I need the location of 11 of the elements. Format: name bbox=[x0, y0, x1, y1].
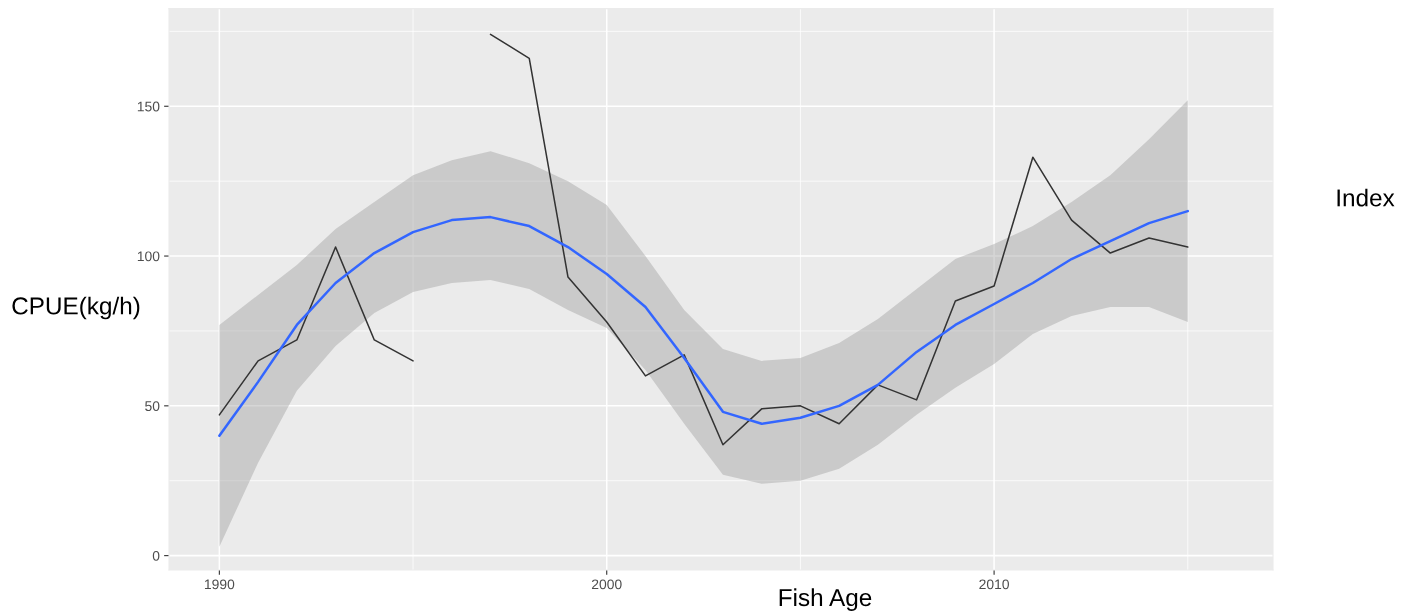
y-tick-label: 0 bbox=[152, 550, 160, 561]
x-tick-label: 1990 bbox=[204, 579, 235, 590]
y-tick-label: 100 bbox=[137, 251, 160, 262]
y-tick-label: 50 bbox=[145, 401, 160, 411]
y-axis-title: CPUE(kg/h) bbox=[12, 296, 140, 320]
y-tick-label: 150 bbox=[137, 101, 160, 112]
text: Index bbox=[1337, 188, 1395, 207]
line-series bbox=[218, 209, 1190, 438]
x-tick-label: 2010 bbox=[979, 579, 1009, 590]
x-tick-label: 2000 bbox=[591, 579, 622, 590]
x-axis-title: Fish Age bbox=[779, 588, 872, 611]
